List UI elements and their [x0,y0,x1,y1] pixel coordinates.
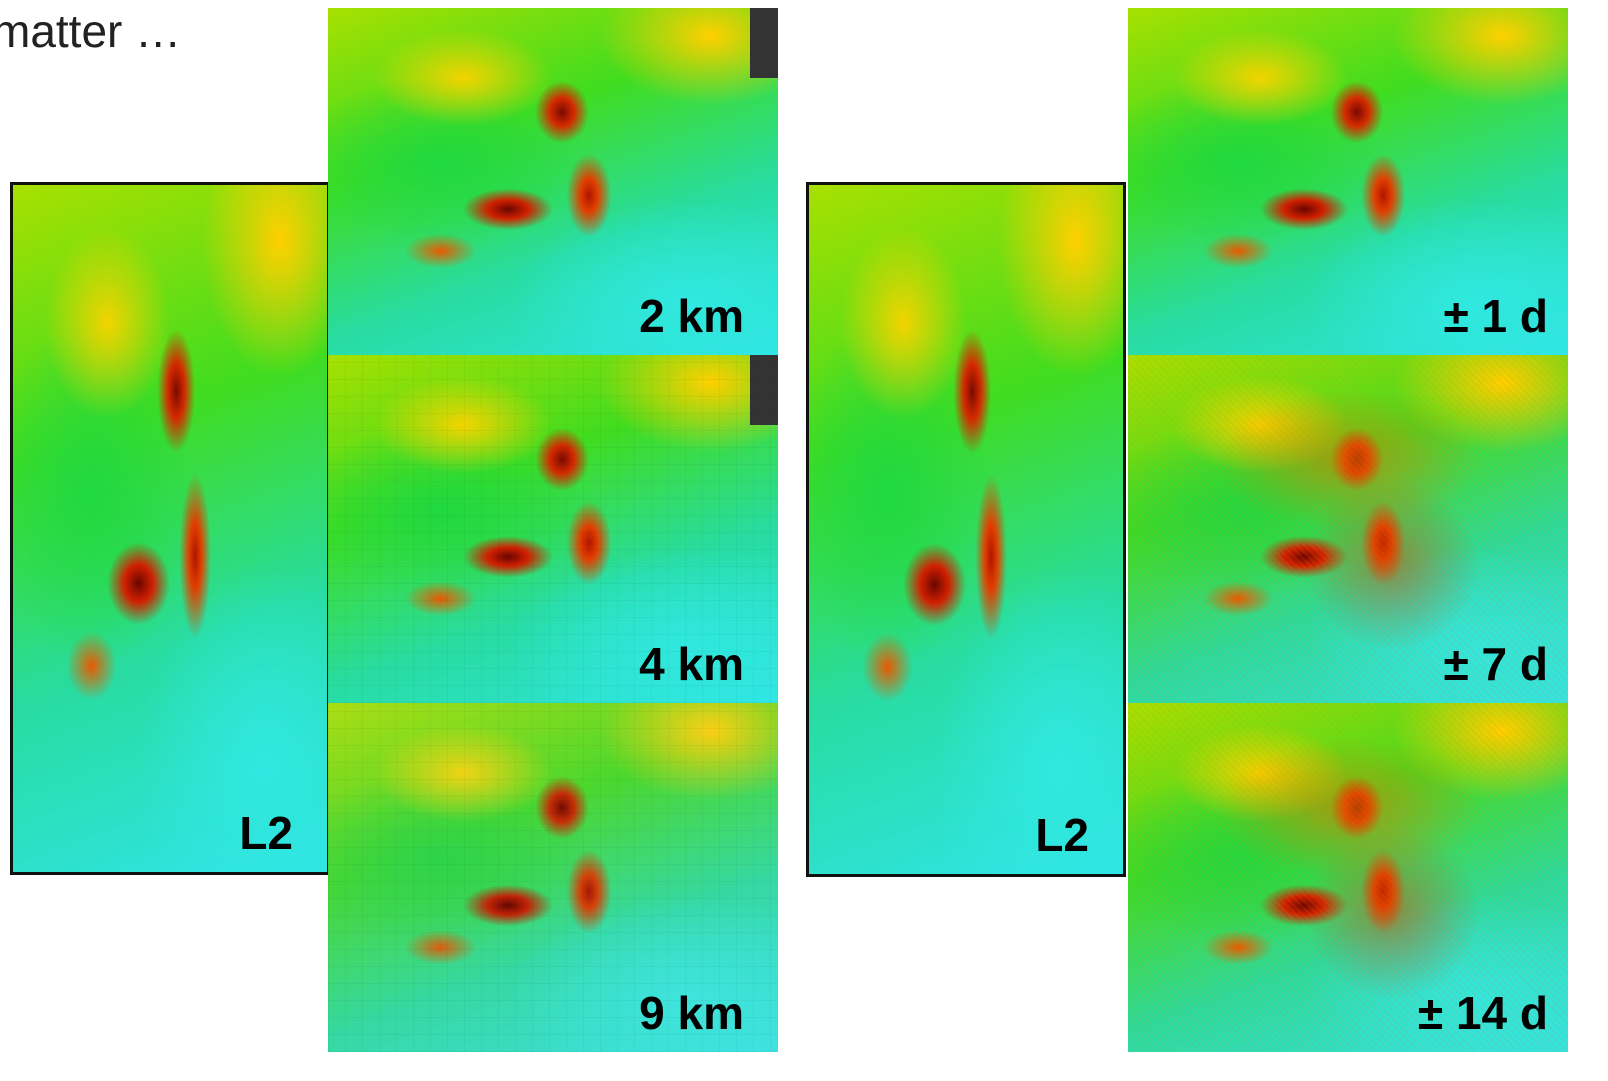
time-window-image: ± 1 d [1128,8,1568,355]
image-label: ± 7 d [1444,637,1549,691]
image-label: ± 1 d [1444,289,1549,343]
resolution-image: 9 km [328,703,778,1052]
image-label: ± 14 d [1418,986,1548,1040]
image-label: 4 km [639,637,744,691]
land-mask [750,355,778,425]
time-window-image: ± 7 d [1128,355,1568,703]
resolution-image: 2 km [328,8,778,355]
image-label: 9 km [639,986,744,1040]
image-label: L2 [239,806,293,860]
land-mask [750,8,778,78]
slide-title: matter … [0,4,181,58]
time-window-image: ± 14 d [1128,703,1568,1052]
reference-image: L2 [10,182,330,875]
image-label: L2 [1035,808,1089,862]
reference-image: L2 [806,182,1126,877]
image-label: 2 km [639,289,744,343]
resolution-image: 4 km [328,355,778,703]
slide: matter … L2 2 km 4 km 9 km L2 ± 1 d ± 7 … [0,0,1608,1081]
